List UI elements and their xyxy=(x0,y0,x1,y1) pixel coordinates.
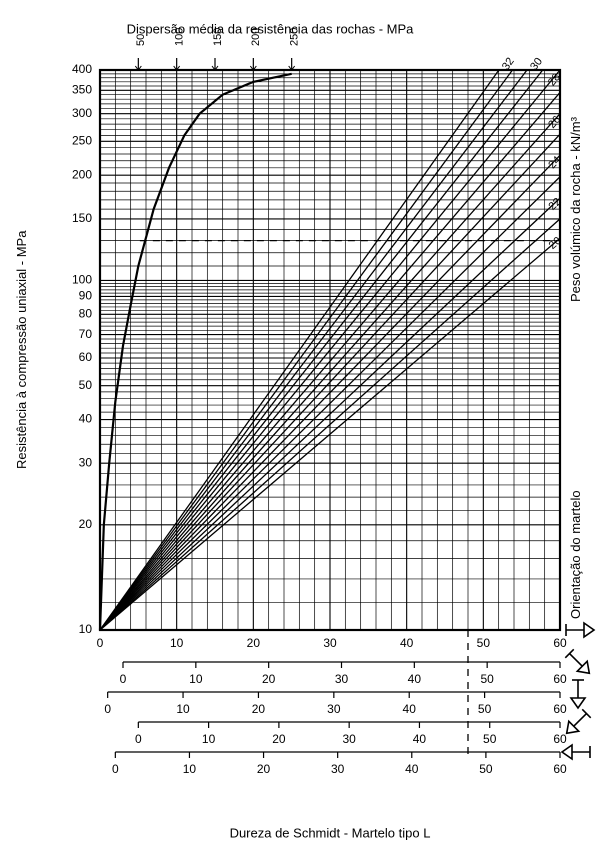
svg-text:40: 40 xyxy=(413,732,427,746)
svg-text:30: 30 xyxy=(79,455,93,469)
svg-text:10: 10 xyxy=(176,702,190,716)
svg-text:40: 40 xyxy=(79,412,93,426)
svg-text:250: 250 xyxy=(289,28,301,46)
svg-text:0: 0 xyxy=(104,702,111,716)
svg-text:60: 60 xyxy=(79,350,93,364)
svg-text:0: 0 xyxy=(112,762,119,776)
svg-text:10: 10 xyxy=(183,762,197,776)
svg-text:10: 10 xyxy=(79,622,93,636)
svg-text:0: 0 xyxy=(97,636,104,650)
svg-text:60: 60 xyxy=(553,732,567,746)
y-axis-label: Resistência à compressão uniaxial - MPa xyxy=(14,70,29,630)
svg-text:30: 30 xyxy=(323,636,337,650)
svg-text:20: 20 xyxy=(79,517,93,531)
svg-text:400: 400 xyxy=(72,62,92,76)
svg-text:50: 50 xyxy=(479,762,493,776)
svg-text:50: 50 xyxy=(478,702,492,716)
svg-text:10: 10 xyxy=(189,672,203,686)
svg-text:Dureza de Schmidt - Martelo ti: Dureza de Schmidt - Martelo tipo L xyxy=(230,825,431,840)
chart-container: Resistência à compressão uniaxial - MPa … xyxy=(0,0,604,864)
svg-text:40: 40 xyxy=(405,762,419,776)
svg-text:90: 90 xyxy=(79,289,93,303)
svg-text:60: 60 xyxy=(553,762,567,776)
svg-text:200: 200 xyxy=(72,167,92,181)
svg-text:50: 50 xyxy=(483,732,497,746)
svg-text:200: 200 xyxy=(250,28,262,46)
svg-text:30: 30 xyxy=(335,672,349,686)
svg-text:50: 50 xyxy=(477,636,491,650)
svg-text:150: 150 xyxy=(72,211,92,225)
svg-text:350: 350 xyxy=(72,82,92,96)
svg-text:250: 250 xyxy=(72,134,92,148)
svg-text:150: 150 xyxy=(212,28,224,46)
svg-text:20: 20 xyxy=(257,762,271,776)
svg-text:40: 40 xyxy=(408,672,422,686)
svg-text:20: 20 xyxy=(272,732,286,746)
svg-text:50: 50 xyxy=(135,34,147,46)
svg-text:60: 60 xyxy=(553,672,567,686)
svg-text:100: 100 xyxy=(174,28,186,46)
svg-text:60: 60 xyxy=(553,636,567,650)
svg-text:0: 0 xyxy=(120,672,127,686)
svg-text:30: 30 xyxy=(331,762,345,776)
svg-text:50: 50 xyxy=(79,378,93,392)
svg-text:30: 30 xyxy=(327,702,341,716)
svg-text:10: 10 xyxy=(202,732,216,746)
svg-text:20: 20 xyxy=(247,636,261,650)
svg-text:0: 0 xyxy=(135,732,142,746)
svg-text:Dispersão média da resistência: Dispersão média da resistência das rocha… xyxy=(127,21,415,36)
right-lower-axis-label: Orientação do martelo xyxy=(568,480,583,630)
svg-text:300: 300 xyxy=(72,106,92,120)
svg-text:20: 20 xyxy=(252,702,266,716)
svg-text:40: 40 xyxy=(400,636,414,650)
svg-text:70: 70 xyxy=(79,327,93,341)
svg-text:20: 20 xyxy=(262,672,276,686)
svg-text:10: 10 xyxy=(170,636,184,650)
svg-text:80: 80 xyxy=(79,306,93,320)
svg-text:100: 100 xyxy=(72,273,92,287)
svg-text:20: 20 xyxy=(547,235,564,252)
svg-text:60: 60 xyxy=(553,702,567,716)
svg-text:40: 40 xyxy=(403,702,417,716)
svg-text:30: 30 xyxy=(342,732,356,746)
right-upper-axis-label: Peso volúmico da rocha - kN/m³ xyxy=(568,70,583,350)
svg-text:50: 50 xyxy=(480,672,494,686)
chart-svg: Dispersão média da resistência das rocha… xyxy=(0,0,604,864)
